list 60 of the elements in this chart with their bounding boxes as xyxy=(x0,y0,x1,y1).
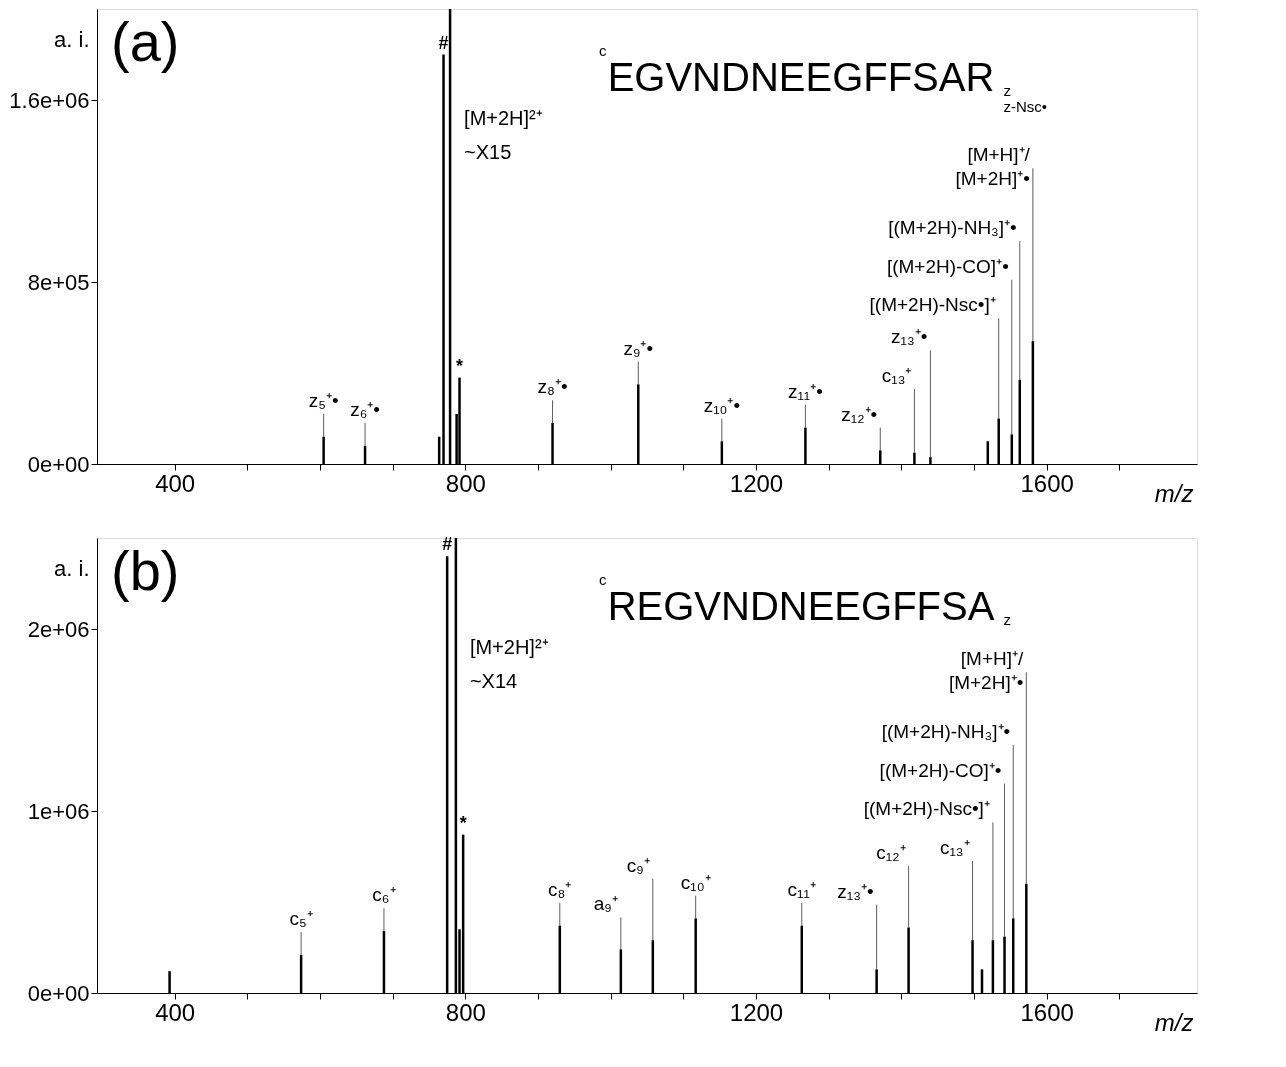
annotation: c₅⁺ xyxy=(289,908,313,930)
annotation: c₈⁺ xyxy=(548,878,572,900)
x-tick-label: 400 xyxy=(155,998,196,1026)
annotation: z₁₃⁺• xyxy=(837,880,874,902)
x-tick-label: 800 xyxy=(445,469,486,497)
annotation: a₉⁺ xyxy=(593,893,618,915)
annotation: * xyxy=(459,812,467,833)
annotation: [M+H]⁺/ [M+2H]⁺• xyxy=(948,648,1025,694)
y-tick-label: 0e+00 xyxy=(27,980,90,1006)
x-axis-title: m/z xyxy=(1154,479,1194,507)
annotation: z₁₀⁺• xyxy=(703,394,741,416)
annotation: z₉⁺• xyxy=(623,337,654,359)
x-tick-label: 400 xyxy=(155,469,196,497)
annotation: [(M+2H)-NH₃]⁺• xyxy=(888,217,1017,239)
annotation: z₅⁺• xyxy=(308,389,339,411)
annotation: c₁₃⁺ xyxy=(881,364,912,386)
annotation: z xyxy=(1003,611,1011,628)
y-tick-label: 1.6e+06 xyxy=(9,87,90,113)
annotation: [(M+2H)-Nsc•]⁺ xyxy=(869,294,996,316)
x-tick-label: 1600 xyxy=(1020,469,1074,497)
y-tick-label: 8e+05 xyxy=(27,269,90,295)
annotation: # xyxy=(438,32,449,53)
y-axis-title: a. i. xyxy=(54,26,90,52)
annotation: z₆⁺• xyxy=(350,399,380,421)
annotation: [M+H]⁺/ [M+2H]⁺• xyxy=(955,144,1031,190)
y-axis-title: a. i. xyxy=(54,555,90,581)
y-tick-label: 0e+00 xyxy=(27,451,90,477)
x-tick-label: 1200 xyxy=(729,469,784,497)
annotation: z xyxy=(1003,82,1011,99)
annotation: [(M+2H)-CO]⁺• xyxy=(879,759,1002,781)
annotation: z₈⁺• xyxy=(537,376,568,398)
annotation: [M+2H]²⁺ ~X14 xyxy=(469,636,549,693)
annotation: c₁₀⁺ xyxy=(680,871,711,893)
annotation: z-Nsc• xyxy=(1003,98,1047,115)
annotation: # xyxy=(442,534,453,555)
chart-title: (b) xyxy=(111,539,180,602)
annotation: c xyxy=(599,42,608,59)
chart-title: (a) xyxy=(111,10,180,73)
annotation: [(M+2H)-CO]⁺• xyxy=(886,255,1009,277)
text: REGVNDNEEGFFSA xyxy=(607,584,995,628)
annotation: [M+2H]²⁺ ~X15 xyxy=(464,107,543,164)
x-axis-title: m/z xyxy=(1154,1008,1194,1036)
text: EGVNDNEEGFFSAR xyxy=(607,55,995,99)
annotation: * xyxy=(456,355,464,376)
annotation: c₁₂⁺ xyxy=(876,842,906,864)
annotation: [(M+2H)-NH₃]⁺• xyxy=(881,721,1011,743)
annotation: c xyxy=(599,571,608,588)
annotation: z₁₂⁺• xyxy=(841,403,878,425)
annotation: c₁₁⁺ xyxy=(787,878,816,900)
annotation: c₆⁺ xyxy=(372,884,396,906)
y-tick-label: 2e+06 xyxy=(27,616,90,642)
annotation: z₁₃⁺• xyxy=(891,326,928,348)
annotation: [(M+2H)-Nsc•]⁺ xyxy=(863,798,990,820)
x-tick-label: 800 xyxy=(445,998,486,1026)
x-tick-label: 1200 xyxy=(729,998,784,1026)
annotation: c₁₃⁺ xyxy=(939,837,970,859)
x-tick-label: 1600 xyxy=(1020,998,1074,1026)
y-tick-label: 1e+06 xyxy=(27,798,90,824)
annotation: c₉⁺ xyxy=(626,854,650,876)
annotation: z₁₁⁺• xyxy=(787,380,823,402)
